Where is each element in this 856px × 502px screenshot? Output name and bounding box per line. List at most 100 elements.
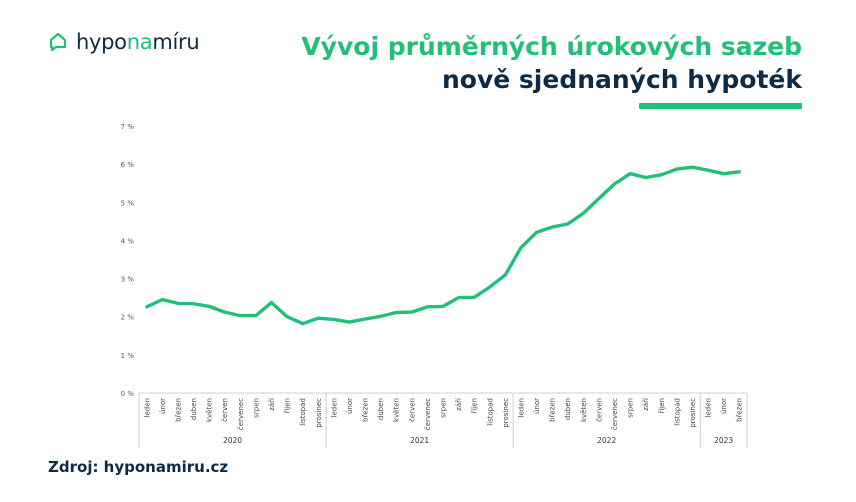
y-tick-label: 1 % <box>121 352 135 360</box>
x-tick-label: březen <box>549 398 557 422</box>
data-point <box>550 225 554 229</box>
chart-title: Vývoj průměrných úrokových sazeb nově sj… <box>301 30 802 96</box>
x-tick-label: duben <box>190 398 198 420</box>
data-point <box>426 305 429 308</box>
data-point <box>644 176 647 179</box>
x-tick-label: březen <box>174 398 182 422</box>
x-tick-label: prosinec <box>315 398 323 428</box>
data-point <box>270 301 273 304</box>
data-point <box>208 305 211 308</box>
x-tick-label: duben <box>564 398 572 420</box>
data-point <box>566 222 569 226</box>
year-label: 2020 <box>223 436 242 445</box>
x-tick-label: leden <box>330 398 338 417</box>
y-tick-label: 2 % <box>121 314 135 322</box>
y-tick-label: 6 % <box>121 161 135 169</box>
data-point <box>628 172 632 175</box>
x-tick-label: duben <box>377 398 385 420</box>
x-tick-label: únor <box>346 398 354 414</box>
data-point <box>441 305 445 308</box>
x-tick-label: únor <box>159 398 167 414</box>
data-point <box>582 212 585 215</box>
x-tick-label: leden <box>705 398 713 417</box>
data-point <box>192 302 195 305</box>
x-tick-label: červen <box>221 398 229 422</box>
brand-logo: hyponamíru <box>48 30 200 54</box>
x-tick-label: květen <box>206 398 214 422</box>
x-tick-label: srpen <box>627 398 635 418</box>
data-point <box>675 167 678 171</box>
x-tick-label: únor <box>533 398 541 414</box>
data-point <box>348 320 351 324</box>
house-chat-icon <box>49 32 67 52</box>
data-point <box>473 296 476 299</box>
x-tick-label: leden <box>517 398 525 417</box>
x-tick-label: červenec <box>424 398 432 430</box>
x-tick-label: březen <box>736 398 744 422</box>
data-point <box>161 298 164 301</box>
data-point <box>660 173 663 176</box>
data-point <box>332 318 336 321</box>
x-tick-label: srpen <box>252 398 260 418</box>
chart-title-line2: nově sjednaných hypoték <box>441 65 802 94</box>
data-point <box>706 169 710 172</box>
data-point <box>379 315 382 318</box>
x-tick-label: červenec <box>611 398 619 430</box>
x-tick-label: červenec <box>237 398 245 430</box>
data-point <box>363 317 367 321</box>
chart-title-line1: Vývoj průměrných úrokových sazeb <box>301 32 802 61</box>
y-tick-label: 5 % <box>121 199 135 207</box>
source-note: Zdroj: hyponamiru.cz <box>48 458 229 476</box>
x-tick-label: listopad <box>486 398 494 426</box>
brand-name: hyponamíru <box>76 30 200 54</box>
data-point <box>722 172 725 175</box>
x-tick-label: březen <box>362 398 370 422</box>
data-point <box>145 305 148 308</box>
x-tick-label: říjen <box>471 398 479 414</box>
year-label: 2022 <box>597 436 616 445</box>
data-point <box>239 314 242 317</box>
x-tick-label: květen <box>580 398 588 422</box>
data-point <box>488 285 491 289</box>
data-point <box>519 246 523 249</box>
x-tick-label: červen <box>408 398 416 422</box>
y-tick-label: 4 % <box>121 237 135 245</box>
y-tick-label: 7 % <box>121 123 135 131</box>
x-tick-label: leden <box>143 398 151 417</box>
data-point <box>317 317 320 320</box>
data-point <box>176 302 180 305</box>
x-tick-label: prosinec <box>502 398 510 428</box>
data-point <box>504 273 507 276</box>
x-tick-label: září <box>268 397 276 411</box>
data-point <box>691 166 694 169</box>
x-tick-label: květen <box>393 398 401 422</box>
brand-name-part3: míru <box>152 30 200 54</box>
data-point <box>254 314 258 317</box>
x-tick-label: říjen <box>284 398 292 414</box>
data-point <box>395 311 398 314</box>
year-label: 2023 <box>714 436 733 445</box>
x-tick-label: červen <box>595 398 603 422</box>
data-point <box>613 182 616 186</box>
x-tick-label: únor <box>720 398 728 414</box>
x-tick-label: prosinec <box>689 398 697 428</box>
data-point <box>597 197 601 200</box>
x-tick-label: říjen <box>658 398 666 414</box>
brand-name-part1: hypo <box>76 30 127 54</box>
series-line <box>145 165 741 326</box>
y-tick-label: 0 % <box>121 390 135 398</box>
brand-name-part2: na <box>126 30 153 54</box>
year-label: 2021 <box>410 436 429 445</box>
x-tick-label: září <box>642 397 650 411</box>
x-tick-label: srpen <box>440 398 448 418</box>
x-tick-label: listopad <box>299 398 307 426</box>
title-underline <box>639 103 802 109</box>
data-point <box>223 310 226 314</box>
data-point <box>301 322 304 325</box>
data-point <box>738 170 741 173</box>
x-tick-label: září <box>455 397 463 411</box>
data-point <box>457 296 460 299</box>
x-tick-label: listopad <box>673 398 681 426</box>
data-point <box>285 315 289 318</box>
